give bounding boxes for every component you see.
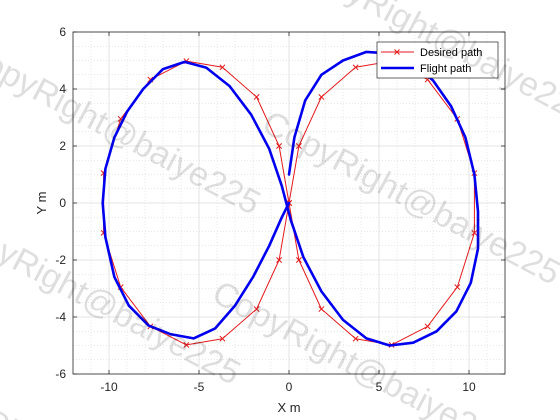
x-tick-label: -10 [100,380,118,394]
legend: Desired path Flight path [376,41,499,79]
y-tick-label: -6 [55,367,66,381]
tick-labels: -10 -5 0 5 10 -6 -4 -2 0 2 4 6 [55,25,476,394]
data-point-marker [219,335,226,342]
data-point-marker [318,94,325,100]
ticks [73,31,505,375]
data-point-marker [183,341,190,348]
y-tick-label: 6 [59,25,66,39]
x-tick-label: 0 [286,380,293,394]
y-tick-label: -4 [55,310,66,324]
data-point-marker [276,143,283,149]
y-tick-label: 0 [59,196,66,210]
data-point-marker [295,143,302,149]
x-axis-label: X m [277,400,300,415]
legend-label-desired: Desired path [420,47,482,59]
x-tick-label: 5 [376,380,383,394]
y-axis-label: Y m [34,192,49,215]
legend-label-flight: Flight path [420,63,471,75]
data-point-marker [424,323,431,330]
y-tick-label: -2 [55,253,66,267]
x-tick-label: 10 [462,380,476,394]
data-point-marker [454,284,461,291]
data-point-marker [318,306,325,312]
data-point-marker [471,229,478,236]
data-point-marker [253,94,260,100]
legend-box [376,41,499,79]
legend-marker-desired [394,49,400,55]
data-point-marker [276,257,283,263]
y-tick-label: 4 [59,82,66,96]
data-point-marker [253,306,260,312]
data-point-marker [295,257,302,263]
y-tick-label: 2 [59,139,66,153]
data-point-marker [352,64,359,71]
data-point-marker [352,335,359,342]
x-tick-label: -5 [194,380,205,394]
data-point-marker [219,64,226,71]
